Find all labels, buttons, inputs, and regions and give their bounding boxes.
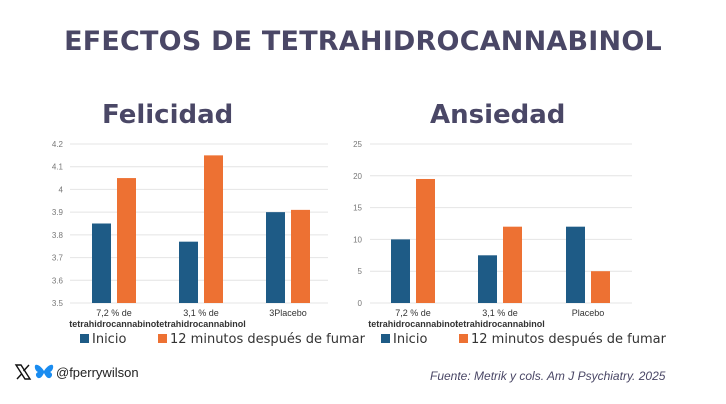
x-category-label: 7,2 % de (395, 308, 431, 318)
x-category-label: 3,1 % de (482, 308, 518, 318)
x-category-label: 7,2 % de (96, 308, 132, 318)
y-tick-label: 3.7 (52, 254, 64, 263)
legend-swatch-despues (459, 334, 468, 343)
y-tick-label: 3.8 (52, 231, 64, 240)
main-title: EFECTOS DE TETRAHIDROCANNABINOL (64, 26, 662, 57)
y-tick-label: 20 (353, 172, 362, 181)
legend-label-inicio: Inicio (393, 332, 427, 347)
legend-label-despues: 12 minutos después de fumar (170, 332, 366, 347)
chart-title-felicidad: Felicidad (102, 100, 234, 130)
bar-inicio (566, 226, 585, 303)
handle-text: @fperrywilson (56, 364, 139, 380)
chart-title-ansiedad: Ansiedad (430, 100, 566, 130)
y-tick-label: 5 (358, 267, 363, 276)
legend-swatch-despues (158, 334, 167, 343)
y-tick-label: 25 (353, 140, 362, 149)
bar-despues (204, 155, 223, 303)
bar-despues (291, 209, 310, 303)
y-tick-label: 10 (353, 235, 362, 244)
bar-inicio (266, 212, 285, 303)
legend-label-despues: 12 minutos después de fumar (471, 332, 667, 347)
legend-swatch-inicio (381, 334, 390, 343)
x-category-label: 3Placebo (269, 308, 307, 318)
bar-inicio (478, 255, 497, 303)
x-category-label: tetrahidrocannabinol (455, 319, 545, 329)
x-category-label: tetrahidrocannabinol (69, 319, 159, 329)
social-handle: @fperrywilson (14, 364, 139, 380)
bluesky-butterfly-icon (34, 364, 54, 379)
bar-despues (416, 178, 435, 303)
x-category-label: tetrahidrocannabinol (156, 319, 246, 329)
y-tick-label: 4.1 (52, 163, 64, 172)
y-tick-label: 0 (358, 299, 363, 308)
y-tick-label: 4.2 (52, 140, 64, 149)
x-logo-icon (14, 364, 32, 380)
bar-despues (591, 271, 610, 303)
bar-despues (503, 226, 522, 303)
source-citation: Fuente: Metrik y cols. Am J Psychiatry. … (430, 369, 666, 383)
y-tick-label: 15 (353, 204, 362, 213)
legend-swatch-inicio (80, 334, 89, 343)
bar-inicio (92, 223, 111, 303)
y-tick-label: 3.9 (52, 208, 64, 217)
bar-despues (117, 178, 136, 303)
y-tick-label: 4 (59, 185, 64, 194)
legend-label-inicio: Inicio (92, 332, 126, 347)
y-tick-label: 3.5 (52, 299, 64, 308)
x-category-label: tetrahidrocannabinol (368, 319, 458, 329)
x-category-label: 3,1 % de (183, 308, 219, 318)
y-tick-label: 3.6 (52, 276, 64, 285)
bar-inicio (179, 241, 198, 303)
x-category-label: Placebo (572, 308, 605, 318)
bar-inicio (391, 239, 410, 303)
